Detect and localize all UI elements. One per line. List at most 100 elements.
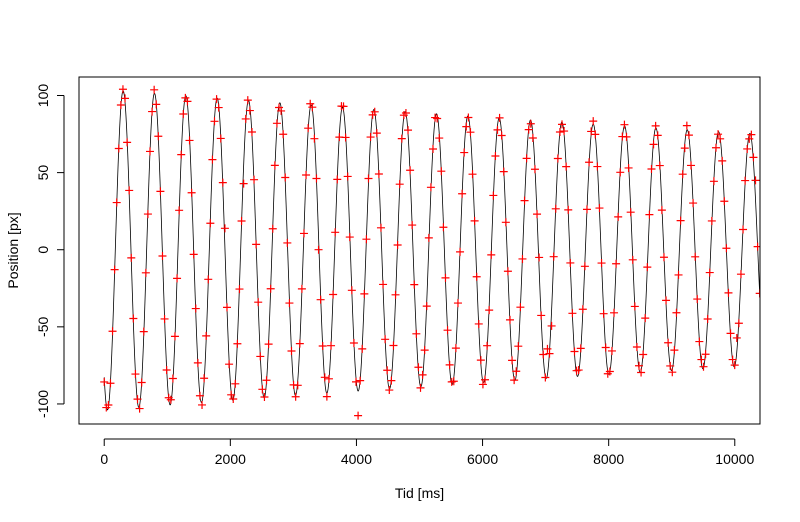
data-point (460, 148, 469, 157)
data-point (514, 342, 523, 351)
data-point (252, 240, 261, 249)
data-point (587, 127, 596, 136)
data-point (379, 280, 388, 289)
data-point (372, 129, 381, 138)
data-point (593, 162, 602, 171)
data-point (703, 314, 712, 323)
data-point (503, 267, 512, 276)
data-point (295, 339, 304, 348)
data-point (505, 315, 514, 324)
data-point (129, 314, 138, 323)
x-tick-label: 2000 (215, 451, 246, 467)
data-point (489, 191, 498, 200)
data-point (316, 295, 325, 304)
data-point (268, 224, 277, 233)
data-point (125, 186, 134, 195)
data-point (297, 284, 306, 293)
data-point (670, 346, 679, 355)
data-point (610, 308, 619, 317)
data-point (408, 221, 417, 230)
data-point (637, 368, 646, 377)
data-point (537, 311, 546, 320)
data-point (714, 130, 723, 139)
data-point (366, 133, 375, 142)
data-point (453, 299, 462, 308)
data-point (566, 258, 575, 267)
data-point (277, 106, 286, 115)
data-point (518, 254, 527, 263)
data-point (150, 85, 159, 94)
data-point (354, 411, 363, 420)
data-point (614, 212, 623, 221)
data-point (555, 127, 564, 136)
data-point (322, 392, 331, 401)
data-point (483, 341, 492, 350)
data-point (264, 340, 273, 349)
data-point (437, 167, 446, 176)
data-point (476, 356, 485, 365)
data-point (558, 120, 567, 129)
data-point (570, 347, 579, 356)
data-point (605, 367, 614, 376)
data-point (543, 344, 552, 353)
data-point (148, 107, 157, 116)
data-point (428, 144, 437, 153)
data-point (137, 378, 146, 387)
data-point (181, 93, 190, 102)
data-point (487, 250, 496, 259)
data-point (747, 130, 756, 139)
data-point (474, 319, 483, 328)
data-point (418, 370, 427, 379)
data-point (324, 374, 333, 383)
data-point (736, 270, 745, 279)
data-point (210, 117, 219, 126)
data-point (287, 347, 296, 356)
data-point (200, 374, 209, 383)
data-point (391, 290, 400, 299)
data-point (539, 350, 548, 359)
data-point (632, 342, 641, 351)
data-point (208, 155, 217, 164)
y-tick-label: -50 (35, 317, 51, 337)
data-point (549, 252, 558, 261)
data-point (664, 338, 673, 347)
data-point (564, 205, 573, 214)
data-point (745, 134, 754, 143)
data-point (262, 376, 271, 385)
data-point (639, 350, 648, 359)
data-point (578, 305, 587, 314)
data-point (160, 314, 169, 323)
data-point (225, 360, 234, 369)
data-point (118, 85, 127, 94)
data-point (501, 218, 510, 227)
data-point (123, 138, 132, 147)
y-tick-label: -100 (35, 390, 51, 418)
data-point (739, 225, 748, 234)
data-point (630, 302, 639, 311)
x-tick-label: 6000 (467, 451, 498, 467)
data-point (204, 275, 213, 284)
data-point (227, 390, 236, 399)
data-point (191, 304, 200, 313)
data-point (108, 327, 117, 336)
data-point (237, 217, 246, 226)
data-point (533, 210, 542, 219)
data-point (154, 132, 163, 141)
data-point (508, 356, 517, 365)
data-point (443, 326, 452, 335)
data-point (285, 299, 294, 308)
data-point (668, 368, 677, 377)
data-point (491, 151, 500, 160)
data-point (406, 166, 415, 175)
data-point (116, 101, 125, 110)
data-point (179, 110, 188, 119)
data-point (472, 272, 481, 281)
data-point (250, 175, 259, 184)
data-point (364, 174, 373, 183)
data-point (362, 235, 371, 244)
data-point (672, 308, 681, 317)
data-point (622, 132, 631, 141)
data-point (753, 242, 760, 251)
data-point (497, 131, 506, 140)
data-point (279, 130, 288, 139)
